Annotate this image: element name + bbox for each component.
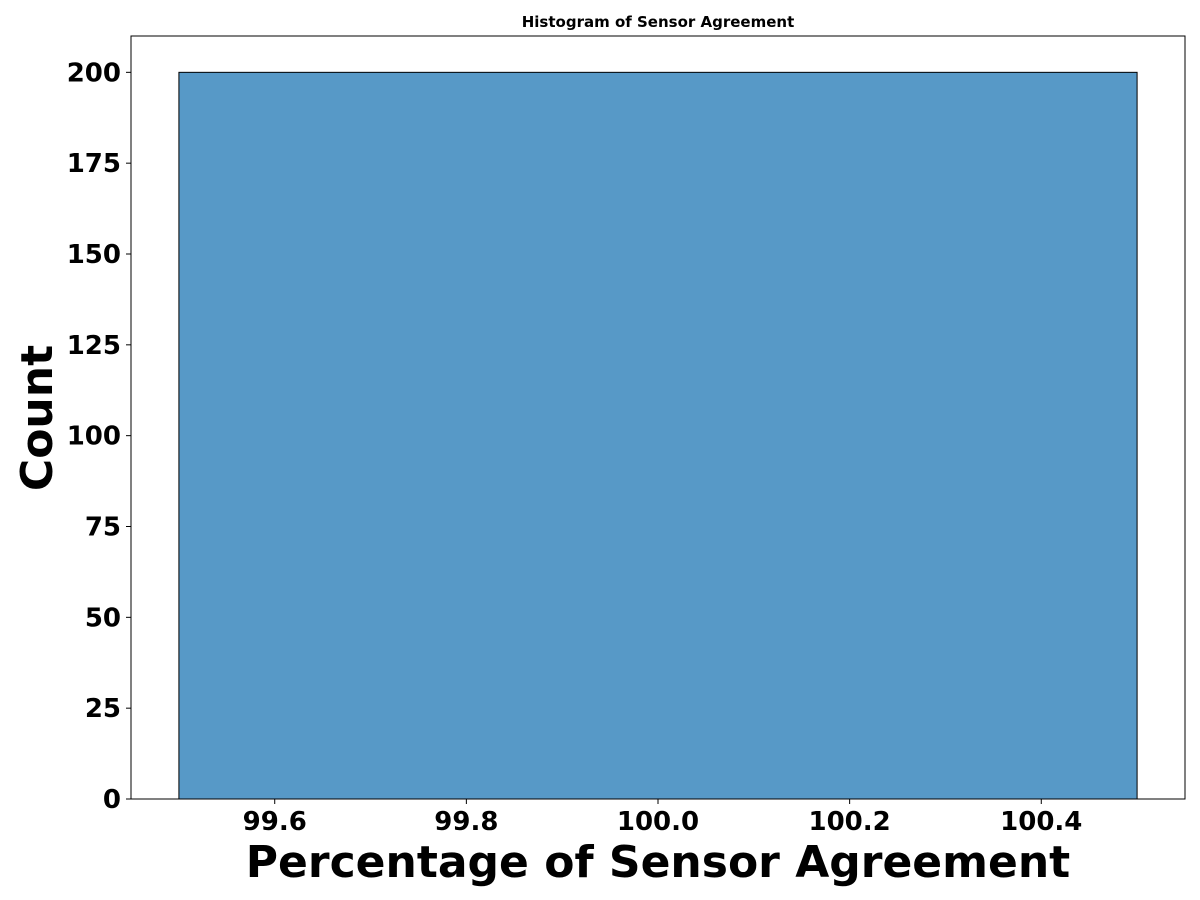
y-axis-ticks: 0 25 50 75 100 125 150 175 200 (67, 58, 131, 815)
y-tick-label: 175 (67, 149, 121, 179)
y-tick-label: 150 (67, 240, 121, 270)
bars-group (178, 71, 1138, 800)
x-tick-label: 100.4 (1000, 807, 1082, 837)
histogram-bar (178, 71, 1138, 800)
y-tick-label: 75 (85, 513, 121, 543)
y-tick-label: 0 (103, 785, 121, 815)
chart-title: Histogram of Sensor Agreement (522, 13, 795, 31)
y-tick-label: 25 (85, 694, 121, 724)
y-tick-label: 100 (67, 422, 121, 452)
x-tick-label: 100.2 (809, 807, 891, 837)
y-tick-label: 50 (85, 603, 121, 633)
x-tick-label: 100.0 (617, 807, 699, 837)
y-tick-label: 200 (67, 58, 121, 88)
x-axis-ticks: 99.6 99.8 100.0 100.2 100.4 (243, 799, 1082, 837)
y-axis-label: Count (12, 345, 63, 491)
x-tick-label: 99.6 (243, 807, 307, 837)
x-axis-label: Percentage of Sensor Agreement (246, 837, 1070, 888)
y-tick-label: 125 (67, 331, 121, 361)
x-tick-label: 99.8 (434, 807, 498, 837)
